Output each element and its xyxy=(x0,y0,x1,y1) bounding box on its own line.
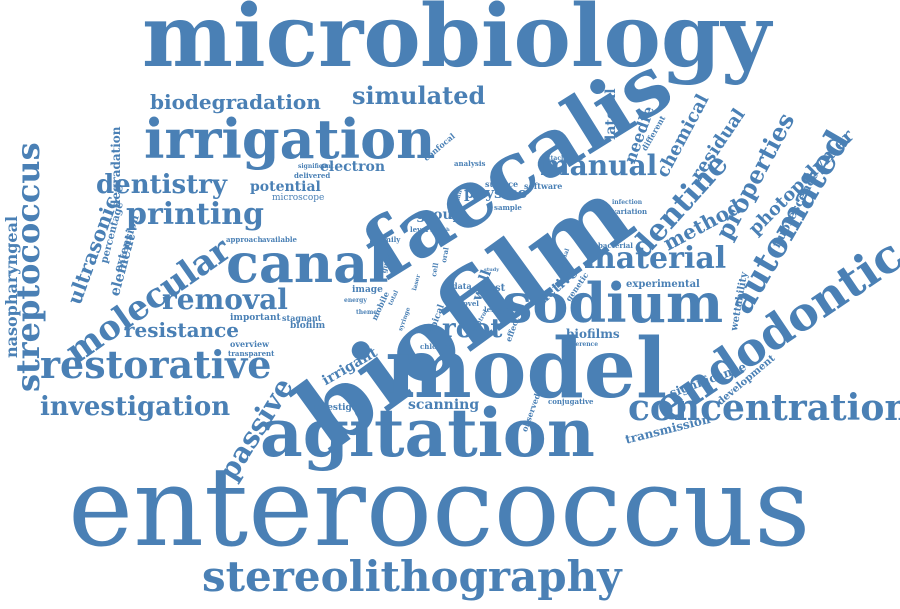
word-concentration: concentration xyxy=(628,387,900,429)
word-growth: growth xyxy=(430,227,450,233)
word-experimental: experimental xyxy=(626,279,700,290)
word-delivered: delivered xyxy=(294,171,331,180)
word-significant: significant xyxy=(298,163,334,170)
word-variation: variation xyxy=(612,207,648,216)
word-novel: novel xyxy=(458,299,479,308)
word-available: available xyxy=(262,235,297,244)
word-difference: difference xyxy=(564,341,599,348)
word-family: family xyxy=(376,235,401,244)
word-canal: canal xyxy=(226,231,389,295)
word-microbiology: microbiology xyxy=(142,0,772,87)
word-investigation: investigation xyxy=(40,392,231,422)
word-stereolithography: stereolithography xyxy=(202,552,622,601)
word-group: group xyxy=(416,207,463,223)
word-transparent: transparent xyxy=(228,349,275,358)
word-overview: overview xyxy=(230,339,269,349)
word-important: important xyxy=(230,313,281,323)
word-restorative: restorative xyxy=(40,342,272,387)
word-software: software xyxy=(524,181,563,191)
word-data: data xyxy=(452,281,472,291)
word-approach: approach xyxy=(226,235,263,244)
word-model: model xyxy=(385,321,668,417)
word-agitation: agitation xyxy=(260,394,595,472)
word-conjugative: conjugative xyxy=(548,397,594,406)
word-irrigation: irrigation xyxy=(144,107,436,171)
word-lateral: lateral xyxy=(603,88,619,140)
word-potential: potential xyxy=(250,179,321,195)
word-analysis: analysis xyxy=(454,159,486,168)
word-level: level xyxy=(410,225,429,234)
word-theme: theme xyxy=(356,309,378,316)
word-electron: electron xyxy=(320,159,386,175)
word-removal: removal xyxy=(162,283,288,316)
word-microscope: microscope xyxy=(272,193,325,203)
word-surface: surface xyxy=(485,179,519,189)
word-image: image xyxy=(352,285,383,295)
word-attachment: attachment xyxy=(544,155,583,162)
word-biofilms: biofilms xyxy=(566,327,620,341)
word-test: test xyxy=(484,283,506,294)
word-physico: physico xyxy=(464,184,528,202)
word-biofilm-small: biofilm xyxy=(290,321,326,331)
word-scanning: scanning xyxy=(408,397,480,413)
word-infection: infection xyxy=(612,199,643,206)
word-printing: printing xyxy=(126,197,265,232)
word-root: root xyxy=(442,314,503,344)
word-simulated: simulated xyxy=(352,81,486,110)
word-length: length xyxy=(484,305,510,314)
word-material: material xyxy=(584,241,727,276)
word-chlorine: chlorine xyxy=(420,342,453,351)
word-sample: sample xyxy=(494,203,522,212)
word-resistance: resistance xyxy=(124,318,240,342)
word-stagnant: stagnant xyxy=(282,313,322,323)
word-study: study xyxy=(484,267,500,273)
word-cell: cell xyxy=(429,261,441,278)
word-manual: manual xyxy=(540,149,658,182)
word-energy: energy xyxy=(344,297,367,304)
word-biodegradation: biodegradation xyxy=(150,90,321,114)
word-dentistry: dentistry xyxy=(96,170,227,200)
word-investigate: investigate xyxy=(312,403,368,413)
word-sodium: sodium xyxy=(502,271,724,335)
word-enterococcus: enterococcus xyxy=(68,443,811,571)
word-bacterial: bacterial xyxy=(598,241,633,250)
word-oral: oral xyxy=(439,246,451,264)
word-nasopharyngeal: nasopharyngeal xyxy=(2,215,21,358)
